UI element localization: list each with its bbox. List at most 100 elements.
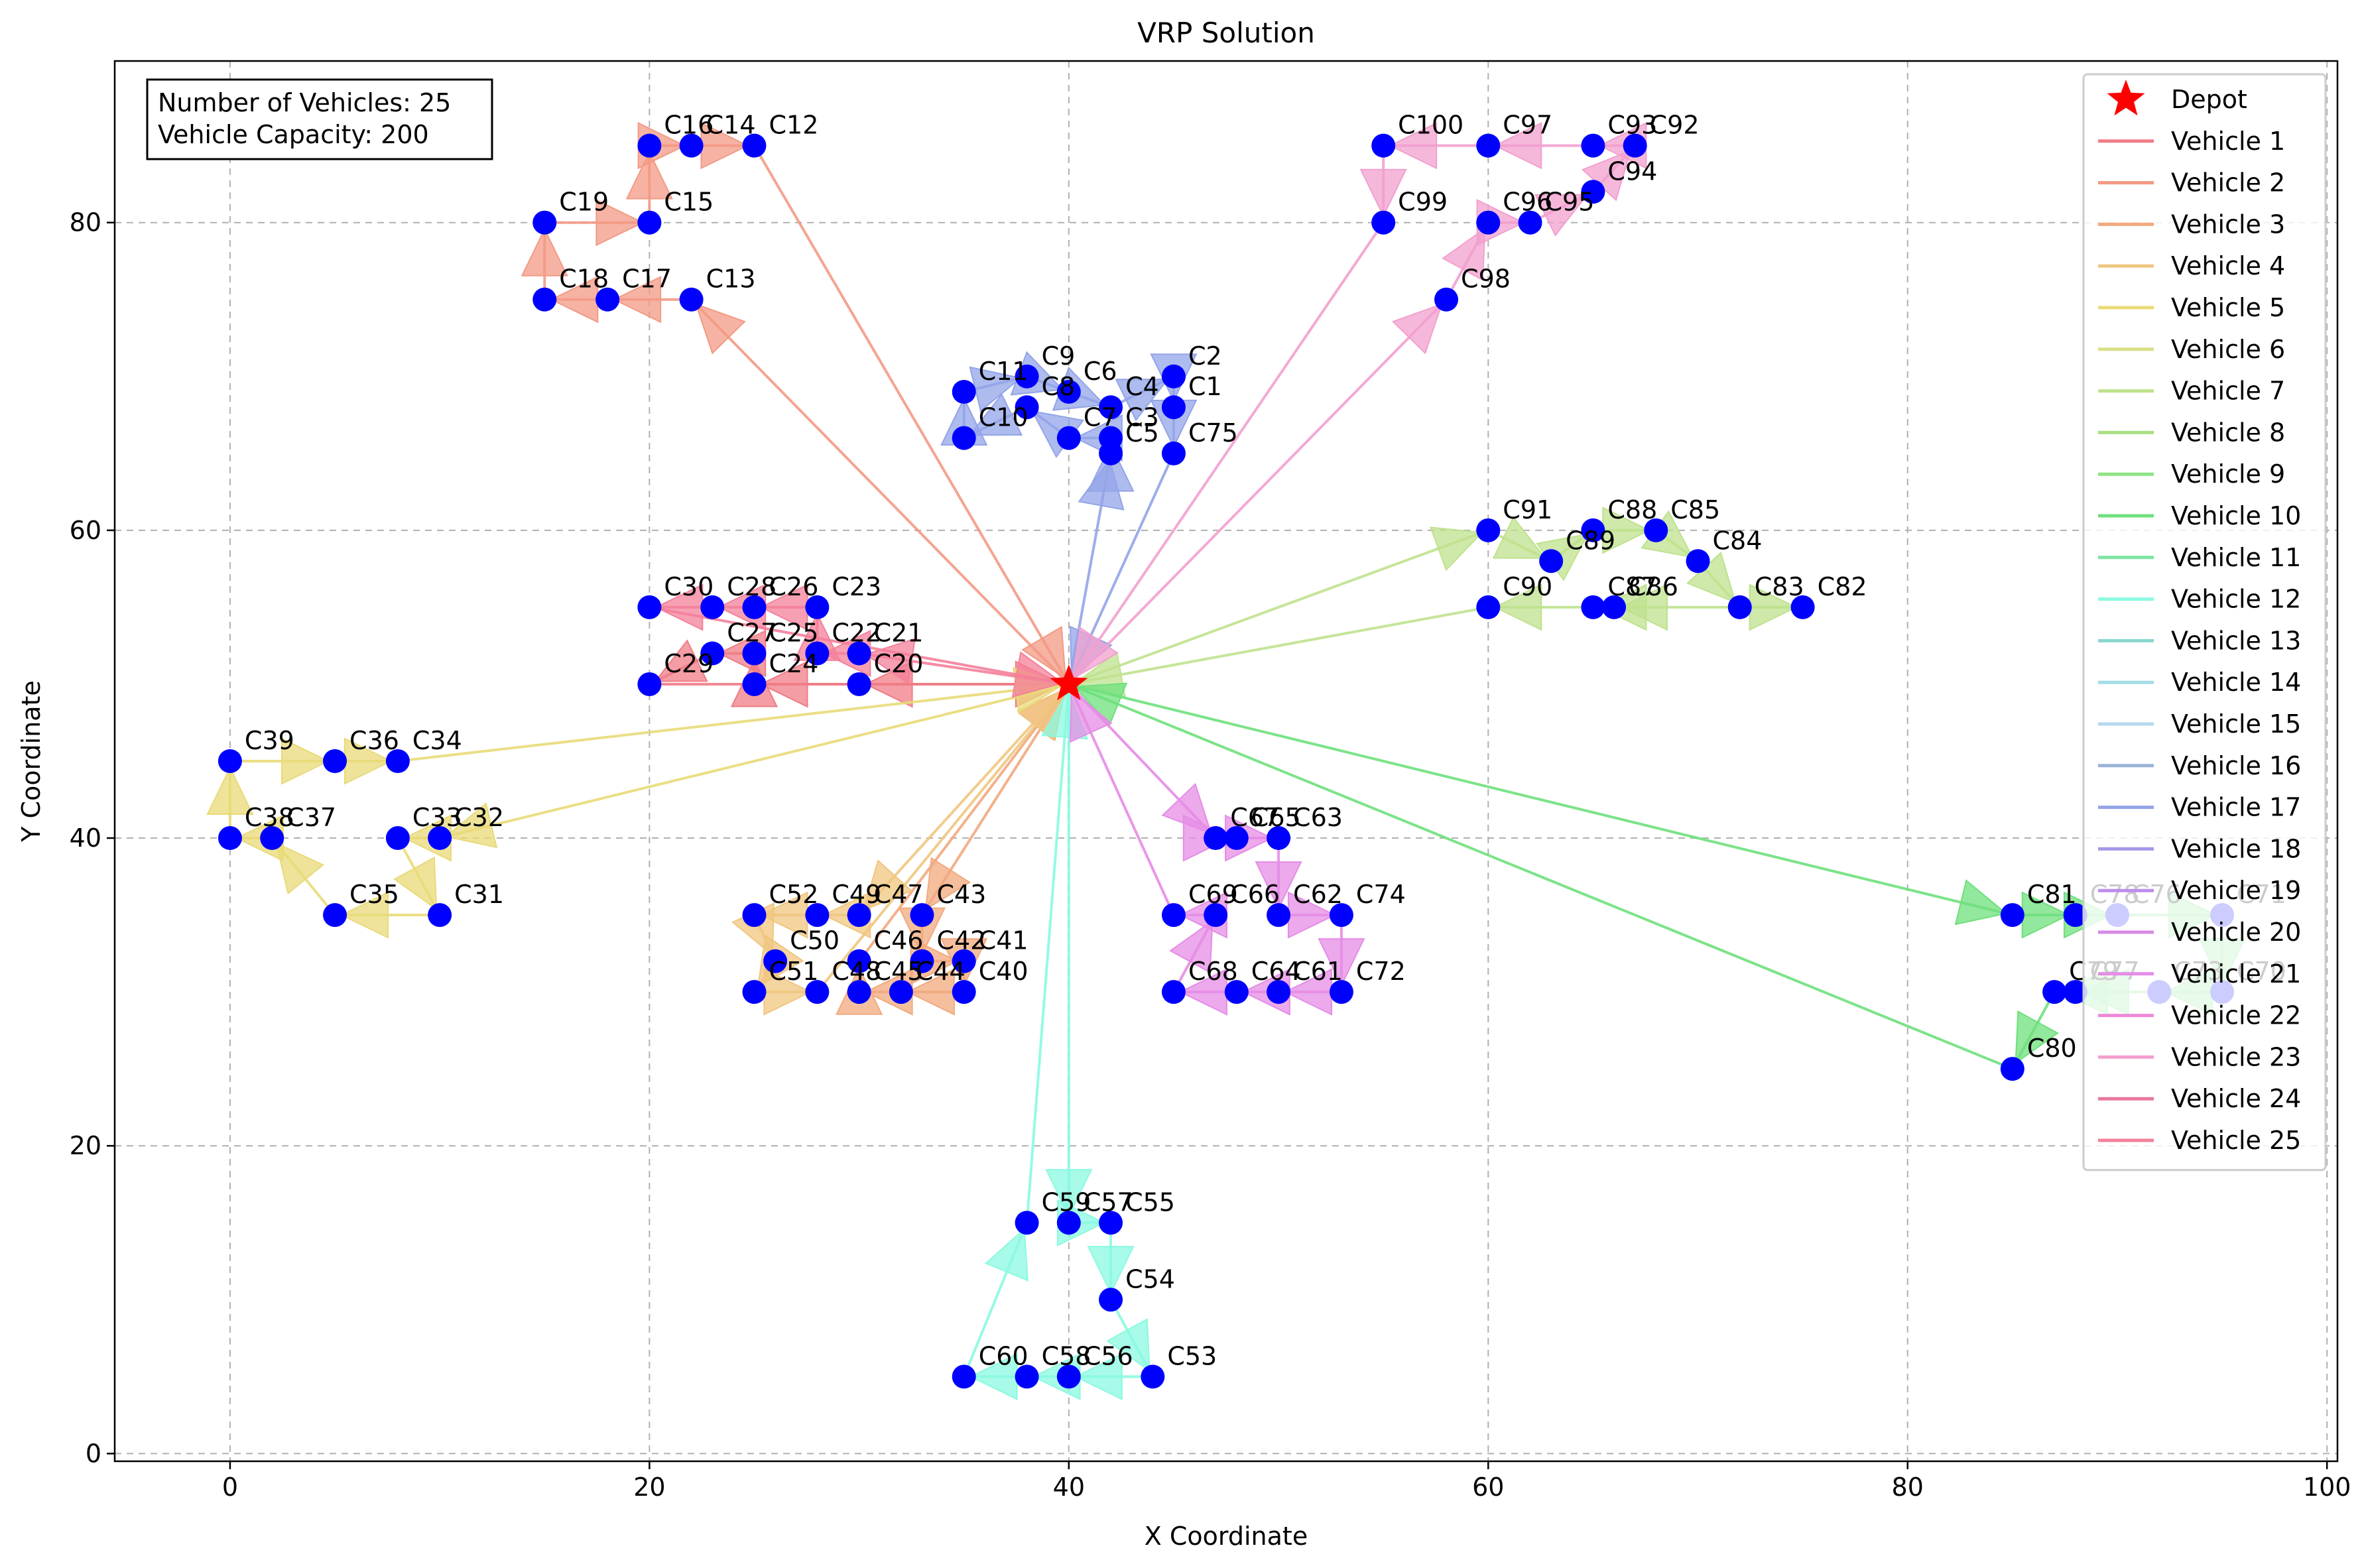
x-tick-label: 80 [1892,1473,1924,1502]
customer-label-c99: C99 [1398,188,1448,217]
customer-c10 [952,426,976,450]
info-capacity: Vehicle Capacity: 200 [158,120,429,149]
customer-c85 [1644,518,1668,542]
customer-c87 [1581,595,1605,619]
customer-c51 [742,980,767,1004]
customer-c94 [1581,180,1605,204]
customer-c84 [1686,549,1710,573]
route-arrowhead [521,227,568,276]
customer-label-c58: C58 [1042,1341,1091,1370]
customer-label-c82: C82 [1818,572,1867,601]
customer-label-c28: C28 [727,572,777,601]
customer-label-c8: C8 [1042,372,1076,401]
route-arrowhead [1388,122,1438,170]
customer-c90 [1476,595,1501,619]
route-arrowhead [1072,626,1119,680]
customer-c63 [1267,826,1291,851]
customer-label-c80: C80 [2027,1034,2077,1063]
customer-c1 [1161,395,1186,420]
customer-label-c1: C1 [1188,372,1222,401]
legend-entry-vehicle-15: Vehicle 15 [2171,709,2301,739]
customer-label-c60: C60 [979,1341,1028,1370]
route-arrowhead [206,766,254,815]
y-tick-label: 80 [70,208,101,237]
customer-label-c51: C51 [769,957,818,986]
customer-label-c68: C68 [1188,957,1238,986]
customer-c4 [1099,395,1123,420]
customer-c9 [1015,364,1039,389]
customer-label-c34: C34 [412,726,462,755]
customer-label-c63: C63 [1293,803,1343,832]
customer-c81 [2000,903,2024,928]
customer-label-c83: C83 [1755,572,1804,601]
customer-label-c4: C4 [1125,372,1159,401]
axis-ticks: 0 20 40 60 80 100 0 20 40 60 80 [70,208,2351,1502]
customer-c88 [1581,518,1605,542]
customer-c14 [679,133,704,158]
route-segment [753,145,1070,685]
route-arrowhead [275,842,324,895]
customer-c31 [428,903,452,928]
customer-c33 [385,826,410,851]
customer-label-c17: C17 [622,265,672,294]
customer-label-c40: C40 [979,957,1028,986]
customer-c58 [1015,1364,1039,1389]
customer-label-c56: C56 [1084,1341,1133,1370]
customer-c39 [218,749,242,773]
route-arrowhead [1255,861,1302,910]
customer-label-c10: C10 [979,403,1028,432]
customer-label-c84: C84 [1713,526,1763,555]
legend-depot-marker [2107,80,2145,116]
customer-c56 [1056,1364,1081,1389]
customer-c16 [637,133,662,158]
route-arrowhead [444,802,498,849]
route-arrowhead [1011,651,1064,698]
customer-label-c45: C45 [874,957,924,986]
customer-c61 [1267,980,1291,1004]
customer-label-c100: C100 [1398,111,1463,140]
route-segment [1025,684,1070,1223]
customer-c25 [742,641,767,666]
legend-entry-vehicle-9: Vehicle 9 [2171,459,2285,489]
customer-c30 [637,595,662,619]
customer-label-c6: C6 [1084,357,1117,386]
customer-c12 [742,133,767,158]
customer-c11 [952,379,976,404]
customer-c59 [1015,1211,1039,1235]
customer-c98 [1434,287,1459,312]
customer-c46 [847,949,871,973]
info-vehicles: Number of Vehicles: 25 [158,88,451,117]
customer-label-c92: C92 [1650,111,1700,140]
customer-c75 [1161,441,1186,465]
legend-entry-vehicle-23: Vehicle 23 [2171,1042,2301,1071]
route-segment [1068,683,2013,917]
customer-c5 [1099,441,1123,465]
customer-label-c81: C81 [2027,880,2077,909]
customer-c100 [1371,133,1396,158]
customer-c53 [1141,1364,1165,1389]
customer-c96 [1476,210,1501,235]
customer-label-c36: C36 [349,726,399,755]
customer-c7 [1056,426,1081,450]
customer-c99 [1371,210,1396,235]
customer-label-c55: C55 [1125,1187,1175,1217]
route-segment [1068,221,1385,686]
legend-entry-vehicle-8: Vehicle 8 [2171,418,2285,447]
route-vehicle-5 [206,666,1070,939]
customer-c50 [763,949,788,973]
legend-entry-vehicle-13: Vehicle 13 [2171,626,2301,655]
customer-c86 [1602,595,1627,619]
legend-entry-vehicle-19: Vehicle 19 [2171,876,2301,905]
route-arrowhead [1045,1169,1093,1218]
customer-label-c33: C33 [412,803,462,832]
route-arrowhead [984,1227,1028,1282]
customer-label-c15: C15 [664,188,714,217]
route-segment [816,683,1070,993]
route-arrowhead [924,857,971,911]
route-arrowhead [612,276,662,324]
legend-entry-vehicle-7: Vehicle 7 [2171,377,2285,406]
customer-label-c98: C98 [1461,265,1511,294]
customer-label-c16: C16 [664,111,714,140]
customer-label-c96: C96 [1503,188,1552,217]
route-arrowhead [1534,194,1589,237]
